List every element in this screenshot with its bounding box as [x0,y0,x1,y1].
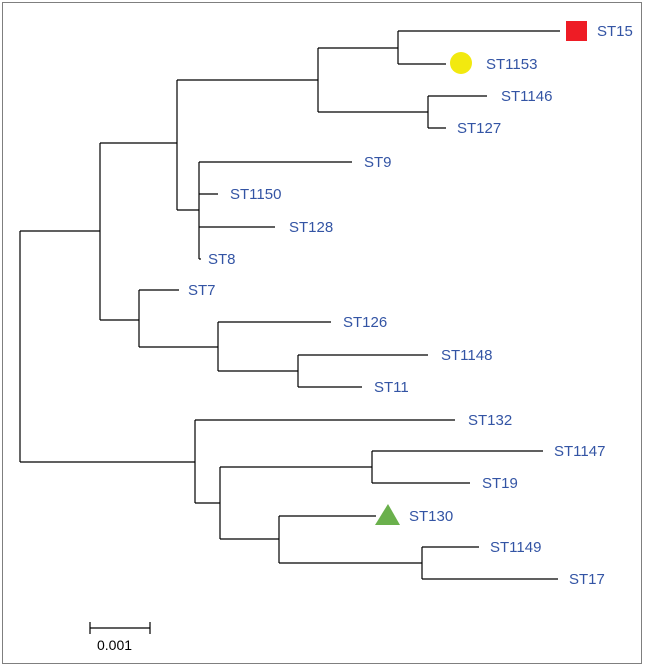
circle-marker-icon [450,52,472,74]
tip-labels: ST15 ST1153 ST1146 ST127 ST9 ST1150 ST12… [188,23,633,588]
tip-label-st7: ST7 [188,282,216,299]
triangle-marker-icon [375,504,400,525]
scale-bar: 0.001 [89,622,151,653]
tip-label-st132: ST132 [468,412,512,429]
tip-label-st128: ST128 [289,219,333,236]
tip-label-st130: ST130 [409,508,453,525]
tip-label-st1149: ST1149 [490,539,541,556]
tree-branches [19,30,560,580]
tip-label-st1146: ST1146 [501,88,552,105]
tip-label-st8: ST8 [208,251,236,268]
tip-markers [375,21,587,525]
square-marker-icon [566,21,587,41]
tip-label-st19: ST19 [482,475,518,492]
tip-label-st1150: ST1150 [230,186,281,203]
scale-bar-label: 0.001 [97,637,132,653]
tip-label-st126: ST126 [343,314,387,331]
tip-label-st1148: ST1148 [441,347,492,364]
tip-label-st127: ST127 [457,120,501,137]
tip-label-st11: ST11 [374,379,409,396]
tip-label-st17: ST17 [569,571,605,588]
tip-label-st9: ST9 [364,154,392,171]
tip-label-st15: ST15 [597,23,633,40]
tip-label-st1153: ST1153 [486,56,537,73]
tip-label-st1147: ST1147 [554,443,605,460]
